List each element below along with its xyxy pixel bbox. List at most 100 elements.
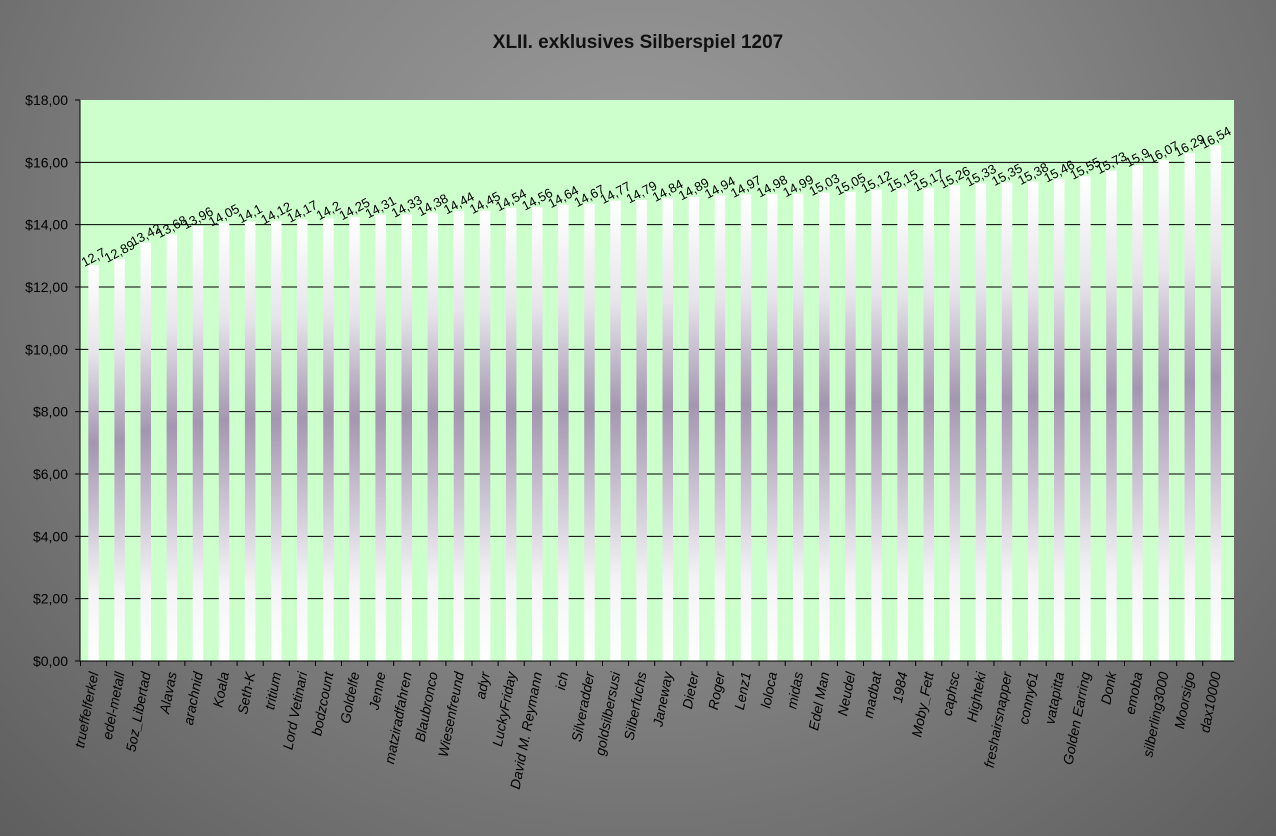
- bar: [297, 219, 308, 661]
- x-tick-label: Dieter: [679, 669, 702, 710]
- x-tick-label: Wiesenfreund: [435, 669, 467, 758]
- x-tick-label: Neudel: [834, 670, 858, 717]
- x-tick-label: ich: [552, 670, 571, 691]
- x-tick-label: Silveradder: [568, 669, 597, 743]
- bar: [505, 207, 517, 661]
- bar: [218, 223, 230, 662]
- bar: [244, 221, 256, 662]
- y-axis: $0,00 $2,00 $4,00 $6,00 $8,00 $10,00 $12,00 $14…: [25, 92, 81, 669]
- bar: [923, 188, 934, 661]
- bar: [401, 214, 412, 661]
- y-tick-label: $0,00: [33, 653, 68, 669]
- x-tick-label: Seth-K: [234, 670, 258, 716]
- y-tick-label: $4,00: [33, 528, 68, 544]
- bar: [688, 196, 700, 661]
- x-tick-label: madbat: [860, 669, 885, 719]
- x-tick-label: Jenne: [365, 670, 388, 712]
- x-tick-label: caphsc: [939, 671, 963, 718]
- bar: [349, 216, 360, 662]
- bar: [1054, 179, 1065, 661]
- bar: [740, 194, 752, 661]
- bar: [427, 212, 439, 661]
- bar: [88, 265, 99, 661]
- x-tick-label: Donk: [1097, 670, 1119, 706]
- x-tick-label: adyr: [472, 669, 493, 700]
- bar: [166, 234, 178, 661]
- x-tick-label: Alavas: [156, 671, 180, 716]
- x-tick-label: silberling3000: [1139, 670, 1171, 758]
- bar: [1001, 182, 1013, 661]
- x-tick-label: Moorsigo: [1171, 670, 1198, 730]
- y-tick-label: $2,00: [33, 591, 68, 607]
- x-tick-label: bodzcount: [308, 669, 336, 737]
- bars: [88, 145, 1222, 662]
- bar: [558, 204, 569, 661]
- y-tick-label: $14,00: [25, 217, 68, 233]
- x-tick-label: Koala: [209, 670, 232, 708]
- y-tick-label: $18,00: [25, 92, 68, 108]
- x-tick-label: Blaubronco: [412, 670, 441, 743]
- x-tick-label: Lenz1: [731, 671, 754, 712]
- bar: [114, 259, 125, 661]
- x-tick-label: LuckyFriday: [489, 670, 519, 748]
- x-tick-label: 5oz_Libertad: [123, 669, 154, 753]
- bar: [793, 193, 804, 661]
- y-tick-label: $10,00: [25, 341, 68, 357]
- x-tick-label: goldsilbersusi: [592, 670, 624, 757]
- x-tick-label: Roger: [705, 669, 728, 711]
- bar: [1106, 170, 1117, 661]
- x-tick-label: vatapitta: [1041, 670, 1067, 725]
- chart-title: XLII. exklusives Silberspiel 1207: [493, 32, 783, 53]
- x-tick-label: trueffelferkel: [71, 670, 102, 750]
- y-tick-label: $8,00: [33, 404, 68, 420]
- bar: [1184, 153, 1195, 662]
- bar: [1158, 160, 1169, 661]
- bar: [1132, 165, 1143, 661]
- x-tick-label: Moby_Fett: [908, 669, 937, 738]
- bar: [662, 198, 673, 662]
- bar: [766, 194, 778, 661]
- x-tick-label: Janeway: [649, 670, 676, 729]
- y-tick-label: $16,00: [25, 154, 68, 170]
- bar: [479, 210, 491, 661]
- bar: [192, 225, 204, 661]
- bar: [1210, 145, 1222, 661]
- y-tick-label: $12,00: [25, 279, 68, 295]
- bar: [636, 200, 647, 662]
- bar: [271, 220, 282, 661]
- bar: [532, 207, 543, 661]
- x-tick-label: 1984: [889, 670, 911, 704]
- bar: [323, 218, 334, 661]
- x-tick-label: edel-metall: [99, 670, 128, 741]
- bar: [1027, 181, 1039, 661]
- y-tick-label: $6,00: [33, 466, 68, 482]
- bar: [949, 185, 961, 661]
- bar: [140, 242, 151, 662]
- x-tick-label: Highteki: [964, 670, 990, 724]
- x-tick-label: emoba: [1122, 670, 1146, 715]
- x-tick-label: arachnid: [180, 669, 206, 726]
- bar: [584, 203, 595, 662]
- bar: [375, 215, 386, 661]
- bar: [610, 200, 621, 662]
- x-tick-label: Lord Vetinari: [280, 670, 311, 751]
- bar: [975, 183, 987, 661]
- x-tick-label: loloca: [757, 670, 780, 709]
- bar: [845, 191, 856, 661]
- bar: [714, 195, 726, 661]
- x-tick-label: conny61: [1015, 671, 1041, 726]
- bar: [897, 188, 908, 661]
- x-tick-label: Goldelfe: [337, 670, 363, 724]
- bar: [1080, 176, 1091, 662]
- x-tick-label: dax10000: [1196, 670, 1223, 734]
- bar: [453, 210, 465, 661]
- x-tick-label: midas: [783, 671, 806, 711]
- x-tick-label: tritium: [261, 670, 284, 711]
- bar: [871, 189, 882, 661]
- x-tick-label: Silberfuchs: [621, 671, 650, 742]
- bar: [819, 192, 830, 661]
- x-tick-label: Edel Man: [805, 670, 832, 731]
